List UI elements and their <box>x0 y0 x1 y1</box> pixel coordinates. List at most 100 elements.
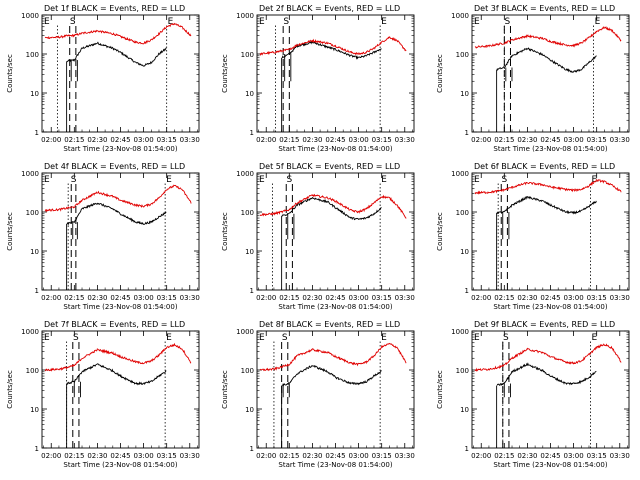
y-tick-label: 1 <box>465 287 469 295</box>
x-tick-label: 02:15 <box>64 452 84 460</box>
panel-title: Det 5f BLACK = Events, RED = LLD <box>259 162 400 171</box>
start-marker-label: E <box>259 17 265 27</box>
x-tick-label: 02:00 <box>471 452 491 460</box>
x-tick-label: 03:30 <box>180 294 200 302</box>
x-tick-label: 02:30 <box>302 294 322 302</box>
y-axis-label: Counts/sec <box>6 370 14 409</box>
lld-series-line <box>259 193 407 219</box>
start-marker-label: E <box>44 17 50 27</box>
y-axis-label: Counts/sec <box>436 54 444 93</box>
x-tick-label: 03:15 <box>372 294 392 302</box>
panel-title: Det 4f BLACK = Events, RED = LLD <box>44 162 185 171</box>
x-axis-label: Start Time (23-Nov-08 01:54:00) <box>278 145 392 153</box>
x-tick-label: 03:15 <box>372 452 392 460</box>
x-tick-label: 02:45 <box>110 294 130 302</box>
x-tick-label: 03:15 <box>157 294 177 302</box>
panel-title: Det 3f BLACK = Events, RED = LLD <box>474 4 615 13</box>
x-tick-label: 02:45 <box>110 136 130 144</box>
lld-series-line <box>44 22 192 45</box>
x-tick-label: 03:15 <box>587 294 607 302</box>
panel-det-2f: Det 2f BLACK = Events, RED = LLD Counts/s… <box>221 4 415 153</box>
x-tick-label: 02:45 <box>325 452 345 460</box>
y-tick-label: 1 <box>35 287 39 295</box>
y-axis-label: Counts/sec <box>436 212 444 251</box>
plot-frame <box>256 330 415 449</box>
panel-title: Det 1f BLACK = Events, RED = LLD <box>44 4 185 13</box>
panel-title: Det 9f BLACK = Events, RED = LLD <box>474 320 615 329</box>
start-marker-label: E <box>44 175 50 185</box>
y-tick-label: 100 <box>241 51 254 59</box>
events-series-line <box>281 364 382 387</box>
dashed-marker-label: S <box>70 17 76 27</box>
events-series-line <box>496 362 597 387</box>
plot-frame <box>256 14 415 133</box>
dashed-marker-label: S <box>503 333 509 343</box>
x-tick-label: 02:00 <box>41 136 61 144</box>
lld-series-line <box>474 343 622 372</box>
x-tick-label: 03:30 <box>180 452 200 460</box>
x-tick-label: 02:30 <box>302 136 322 144</box>
panel-title: Det 6f BLACK = Events, RED = LLD <box>474 162 615 171</box>
x-axis-label: Start Time (23-Nov-08 01:54:00) <box>278 303 392 311</box>
x-tick-label: 02:15 <box>494 452 514 460</box>
start-marker-label: E <box>474 333 480 343</box>
x-axis-label: Start Time (23-Nov-08 01:54:00) <box>493 461 607 469</box>
x-tick-label: 02:30 <box>87 294 107 302</box>
events-series-line <box>496 196 597 215</box>
x-tick-label: 02:00 <box>41 294 61 302</box>
x-axis-label: Start Time (23-Nov-08 01:54:00) <box>493 145 607 153</box>
x-tick-label: 02:15 <box>279 294 299 302</box>
end-marker-label: E <box>381 17 387 27</box>
x-tick-label: 03:00 <box>133 452 153 460</box>
y-tick-label: 10 <box>245 406 254 414</box>
x-tick-label: 02:00 <box>471 136 491 144</box>
y-tick-label: 100 <box>241 209 254 217</box>
y-tick-label: 100 <box>456 51 469 59</box>
panel-title: Det 2f BLACK = Events, RED = LLD <box>259 4 400 13</box>
dashed-marker-label: S <box>501 175 507 185</box>
x-tick-label: 02:30 <box>517 452 537 460</box>
start-marker-label: E <box>474 175 480 185</box>
y-tick-label: 1000 <box>236 328 254 336</box>
end-marker-label: E <box>166 333 172 343</box>
dashed-marker-label: S <box>71 175 77 185</box>
x-tick-label: 03:00 <box>563 136 583 144</box>
x-tick-label: 03:00 <box>133 136 153 144</box>
y-tick-label: 100 <box>26 209 39 217</box>
y-tick-label: 1 <box>250 287 254 295</box>
x-tick-label: 02:00 <box>41 452 61 460</box>
events-series-line <box>496 47 597 73</box>
y-tick-label: 1 <box>250 445 254 453</box>
x-tick-label: 02:30 <box>87 452 107 460</box>
x-tick-label: 03:00 <box>563 452 583 460</box>
y-tick-label: 10 <box>460 90 469 98</box>
x-tick-label: 02:00 <box>256 136 276 144</box>
panel-title: Det 7f BLACK = Events, RED = LLD <box>44 320 185 329</box>
y-tick-label: 10 <box>460 248 469 256</box>
y-tick-label: 100 <box>456 367 469 375</box>
x-tick-label: 03:30 <box>610 136 630 144</box>
y-tick-label: 100 <box>26 367 39 375</box>
x-tick-label: 03:15 <box>587 452 607 460</box>
y-tick-label: 10 <box>245 90 254 98</box>
x-axis-label: Start Time (23-Nov-08 01:54:00) <box>63 461 177 469</box>
y-tick-label: 1000 <box>451 12 469 20</box>
x-tick-label: 02:00 <box>471 294 491 302</box>
y-axis-label: Counts/sec <box>6 54 14 93</box>
plot-frame <box>471 14 630 133</box>
end-marker-label: E <box>166 175 172 185</box>
panel-det-8f: Det 8f BLACK = Events, RED = LLD Counts/s… <box>221 320 415 469</box>
dashed-marker-label: S <box>73 333 79 343</box>
panel-det-4f: Det 4f BLACK = Events, RED = LLD Counts/s… <box>6 162 200 311</box>
end-marker-label: E <box>592 175 598 185</box>
x-tick-label: 02:45 <box>110 452 130 460</box>
x-tick-label: 03:30 <box>610 294 630 302</box>
x-tick-label: 02:30 <box>517 294 537 302</box>
y-tick-label: 1 <box>465 445 469 453</box>
plot-frame <box>41 14 200 133</box>
lld-series-line <box>44 342 192 372</box>
x-tick-label: 02:15 <box>279 452 299 460</box>
plot-frame <box>471 330 630 449</box>
x-tick-label: 03:00 <box>348 452 368 460</box>
